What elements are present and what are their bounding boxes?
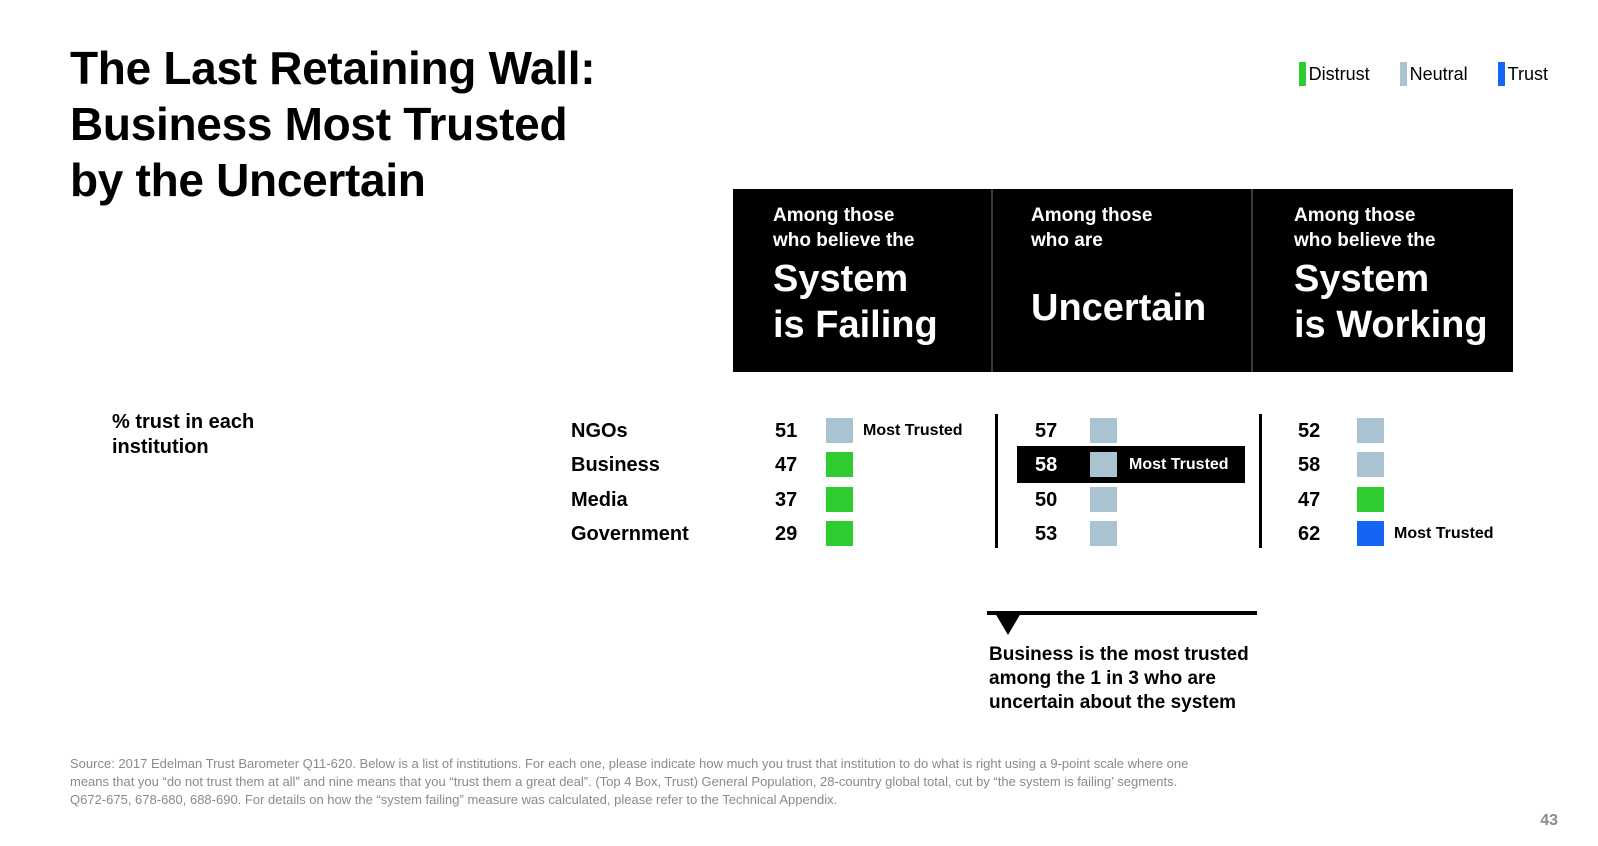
trust-value: 29 [775,523,798,545]
trust-value: 47 [775,454,798,476]
segment-divider [991,189,993,372]
segment-name: System is Failing [773,256,938,348]
institution-label: Business [571,454,660,476]
trust-value: 47 [1298,489,1321,511]
legend-item-trust: Trust [1497,62,1548,86]
trust-level-marker [826,521,853,546]
segment-intro-line: who believe the [773,230,915,251]
most-trusted-label: Most Trusted [1129,456,1229,473]
legend: Distrust Neutral Trust [1298,62,1548,86]
trust-value: 53 [1035,523,1058,545]
segment-header-panel: Among those who believe the System is Fa… [733,189,1513,372]
segment-name-line: System [1294,258,1430,300]
segment-intro: Among those who believe the [773,203,914,253]
segment-intro: Among those who believe the [1294,203,1435,253]
y-axis-label: % trust in each institution [112,411,255,458]
trust-value: 50 [1035,489,1058,511]
trust-level-marker [826,452,853,477]
page-title: The Last Retaining Wall: Business Most T… [70,40,690,208]
institution-label: Media [571,489,628,511]
legend-label-neutral: Neutral [1409,63,1468,84]
legend-item-distrust: Distrust [1298,62,1370,86]
trust-level-marker [1090,487,1117,512]
trust-value: 62 [1298,523,1321,545]
segment-intro-line: Among those [773,205,895,226]
segment-name: System is Working [1294,256,1488,348]
callout-rule [987,611,1257,615]
most-trusted-label: Most Trusted [1394,525,1494,542]
institution-label: NGOs [571,420,628,442]
most-trusted-label: Most Trusted [863,422,963,439]
trust-level-marker [1357,521,1384,546]
trust-level-marker [1357,418,1384,443]
trust-value: 37 [775,489,798,511]
legend-item-neutral: Neutral [1399,62,1468,86]
segment-intro-line: Among those [1294,205,1416,226]
trust-level-marker [1090,452,1117,477]
trust-value: 58 [1035,454,1058,476]
segment-name-line: is Failing [773,304,938,346]
segment-intro-line: who believe the [1294,230,1436,251]
column-divider [995,414,998,548]
trust-level-marker [826,487,853,512]
legend-swatch-distrust [1298,62,1306,86]
most-trusted-highlight [1017,446,1245,483]
legend-label-distrust: Distrust [1308,63,1370,84]
legend-swatch-neutral [1399,62,1407,86]
institution-label: Government [571,523,689,545]
segment-name-line: System [773,258,909,300]
segment-name: Uncertain [1031,285,1206,331]
segment-intro-line: who are [1031,230,1103,251]
trust-level-marker [1357,487,1384,512]
trust-value: 58 [1298,454,1321,476]
title-line-2: Business Most Trusted [70,98,568,150]
trust-level-marker [1090,418,1117,443]
source-note: Source: 2017 Edelman Trust Barometer Q11… [70,756,1189,807]
segment-intro-line: Among those [1031,205,1153,226]
page-number: 43 [1540,812,1558,829]
trust-level-marker [1090,521,1117,546]
callout-text: Business is the most trusted among the 1… [989,644,1249,713]
trust-level-marker [826,418,853,443]
title-line-3: by the Uncertain [70,154,426,206]
title-line-1: The Last Retaining Wall: [70,42,596,94]
segment-name-line: is Working [1294,304,1488,346]
legend-label-trust: Trust [1507,63,1548,84]
trust-value: 52 [1298,420,1321,442]
trust-value: 51 [775,420,798,442]
segment-divider [1251,189,1253,372]
legend-swatch-trust [1497,62,1505,86]
trust-level-marker [1357,452,1384,477]
trust-value: 57 [1035,420,1058,442]
segment-intro: Among those who are [1031,203,1152,253]
segment-name-line: Uncertain [1031,287,1207,329]
column-divider [1259,414,1262,548]
callout-pointer [995,613,1021,635]
